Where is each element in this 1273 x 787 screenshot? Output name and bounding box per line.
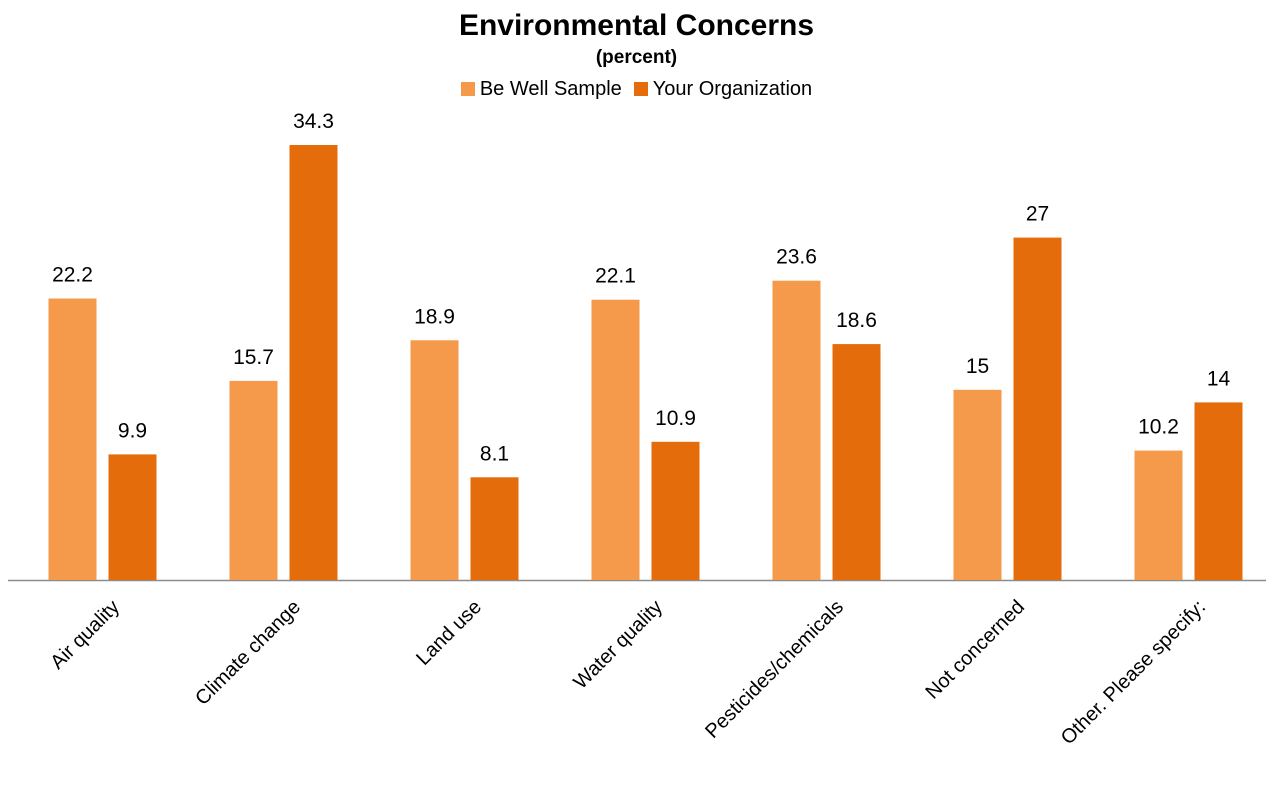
data-label-be-well-sample-water-quality: 22.1 bbox=[595, 265, 636, 288]
data-label-be-well-sample-not-concerned: 15 bbox=[966, 355, 989, 378]
bar-be-well-sample-land-use bbox=[410, 340, 459, 580]
legend: Be Well Sample Your Organization bbox=[0, 76, 1273, 102]
bar-your-organization-water-quality bbox=[651, 441, 700, 580]
bar-your-organization-other-please-specify bbox=[1194, 402, 1243, 580]
data-label-your-organization-not-concerned: 27 bbox=[1026, 203, 1049, 226]
x-tick-label-not-concerned: Not concerned bbox=[922, 596, 1030, 704]
chart-subtitle: (percent) bbox=[595, 47, 678, 68]
bar-your-organization-air-quality bbox=[108, 454, 157, 580]
legend-item-your-organization: Your Organization bbox=[633, 76, 813, 102]
bar-be-well-sample-not-concerned bbox=[953, 389, 1002, 580]
data-label-your-organization-land-use: 8.1 bbox=[480, 442, 509, 465]
data-label-your-organization-air-quality: 9.9 bbox=[118, 419, 147, 442]
data-label-your-organization-pesticides-chemicals: 18.6 bbox=[836, 309, 877, 332]
bar-be-well-sample-other-please-specify bbox=[1134, 450, 1183, 580]
bar-be-well-sample-water-quality bbox=[591, 299, 640, 580]
data-label-be-well-sample-land-use: 18.9 bbox=[414, 305, 455, 328]
data-label-your-organization-climate-change: 34.3 bbox=[293, 110, 334, 133]
legend-swatch-be-well-sample bbox=[460, 82, 475, 96]
legend-item-be-well-sample: Be Well Sample bbox=[460, 76, 622, 102]
x-tick-label-climate-change: Climate change bbox=[191, 596, 305, 710]
chart-title: Environmental Concerns bbox=[458, 9, 815, 42]
x-tick-label-other-please-specify: Other. Please specify: bbox=[1057, 596, 1210, 749]
x-tick-label-pesticides-chemicals: Pesticides/chemicals bbox=[701, 596, 848, 743]
legend-label-your-organization: Your Organization bbox=[652, 78, 813, 100]
legend-swatch-your-organization bbox=[633, 82, 648, 96]
data-label-be-well-sample-climate-change: 15.7 bbox=[233, 346, 274, 369]
bar-be-well-sample-climate-change bbox=[229, 380, 278, 580]
data-label-your-organization-water-quality: 10.9 bbox=[655, 407, 696, 430]
bar-be-well-sample-air-quality bbox=[48, 298, 97, 580]
legend-label-be-well-sample: Be Well Sample bbox=[479, 78, 622, 100]
bar-your-organization-land-use bbox=[470, 477, 519, 580]
bar-your-organization-pesticides-chemicals bbox=[832, 344, 881, 580]
data-label-be-well-sample-air-quality: 22.2 bbox=[52, 264, 93, 287]
bar-your-organization-not-concerned bbox=[1013, 237, 1062, 580]
data-label-be-well-sample-pesticides-chemicals: 23.6 bbox=[776, 246, 817, 269]
bar-your-organization-climate-change bbox=[289, 145, 338, 580]
x-tick-label-water-quality: Water quality bbox=[569, 596, 667, 694]
x-tick-label-air-quality: Air quality bbox=[46, 596, 124, 674]
x-tick-label-land-use: Land use bbox=[412, 596, 486, 670]
bar-be-well-sample-pesticides-chemicals bbox=[772, 280, 821, 580]
data-label-your-organization-other-please-specify: 14 bbox=[1207, 367, 1231, 390]
data-label-be-well-sample-other-please-specify: 10.2 bbox=[1138, 416, 1179, 439]
